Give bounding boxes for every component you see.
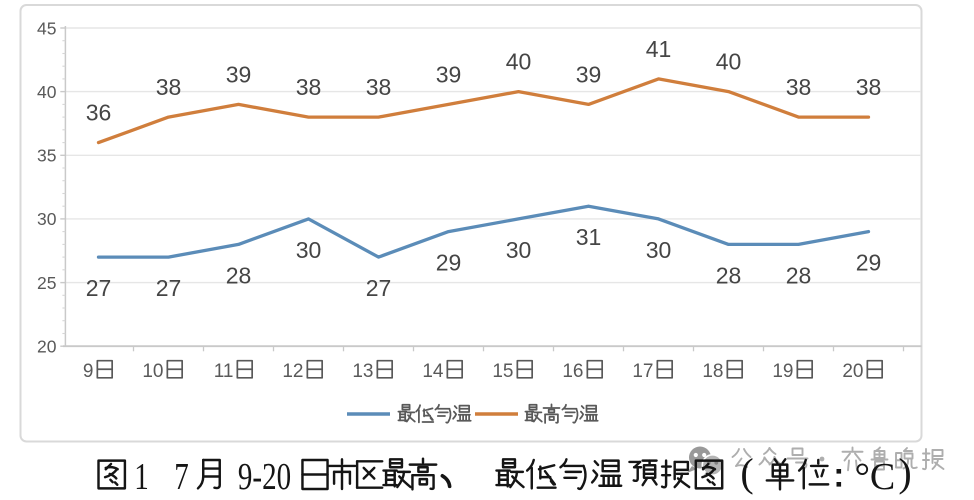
svg-text:(: ( — [740, 450, 753, 495]
svg-text:°C: °C — [855, 456, 896, 498]
svg-text:20: 20 — [37, 337, 57, 357]
svg-text:30: 30 — [506, 237, 532, 263]
svg-text:28: 28 — [716, 262, 742, 288]
svg-text:28: 28 — [786, 262, 812, 288]
svg-text:27: 27 — [86, 275, 112, 301]
svg-text:38: 38 — [156, 74, 182, 100]
svg-text:40: 40 — [716, 49, 742, 75]
svg-text:9-20: 9-20 — [238, 456, 291, 498]
svg-text:45: 45 — [37, 18, 56, 38]
svg-text:12: 12 — [282, 361, 303, 382]
svg-text:9: 9 — [83, 361, 94, 382]
svg-text:31: 31 — [576, 224, 602, 250]
svg-text:39: 39 — [436, 61, 462, 87]
svg-text:1: 1 — [134, 456, 149, 498]
svg-text:29: 29 — [436, 250, 462, 276]
svg-text:36: 36 — [86, 100, 112, 126]
svg-text:20: 20 — [842, 361, 863, 382]
svg-text:40: 40 — [506, 49, 532, 75]
svg-text:28: 28 — [226, 262, 252, 288]
svg-text:15: 15 — [492, 361, 513, 382]
svg-text:38: 38 — [786, 74, 812, 100]
svg-text:11: 11 — [214, 361, 234, 382]
svg-text:17: 17 — [632, 361, 653, 382]
svg-text:38: 38 — [296, 74, 322, 100]
svg-text:18: 18 — [702, 361, 723, 382]
svg-text:16: 16 — [562, 361, 583, 382]
svg-text:39: 39 — [226, 61, 252, 87]
svg-text:10: 10 — [142, 361, 163, 382]
svg-text:14: 14 — [422, 361, 444, 382]
svg-text:30: 30 — [296, 237, 322, 263]
svg-text:25: 25 — [37, 273, 56, 293]
svg-text:7: 7 — [174, 456, 189, 498]
svg-text:27: 27 — [156, 275, 182, 301]
svg-text:35: 35 — [37, 146, 56, 166]
svg-text:19: 19 — [772, 361, 793, 382]
svg-text:30: 30 — [37, 209, 57, 229]
svg-text:38: 38 — [856, 74, 882, 100]
svg-text:39: 39 — [576, 61, 602, 87]
svg-text:40: 40 — [37, 82, 57, 102]
svg-text:38: 38 — [366, 74, 392, 100]
svg-text:29: 29 — [856, 250, 882, 276]
svg-text:13: 13 — [352, 361, 373, 382]
svg-text:30: 30 — [646, 237, 672, 263]
svg-text:27: 27 — [366, 275, 392, 301]
svg-text:41: 41 — [646, 36, 672, 62]
svg-text:): ) — [898, 450, 911, 495]
